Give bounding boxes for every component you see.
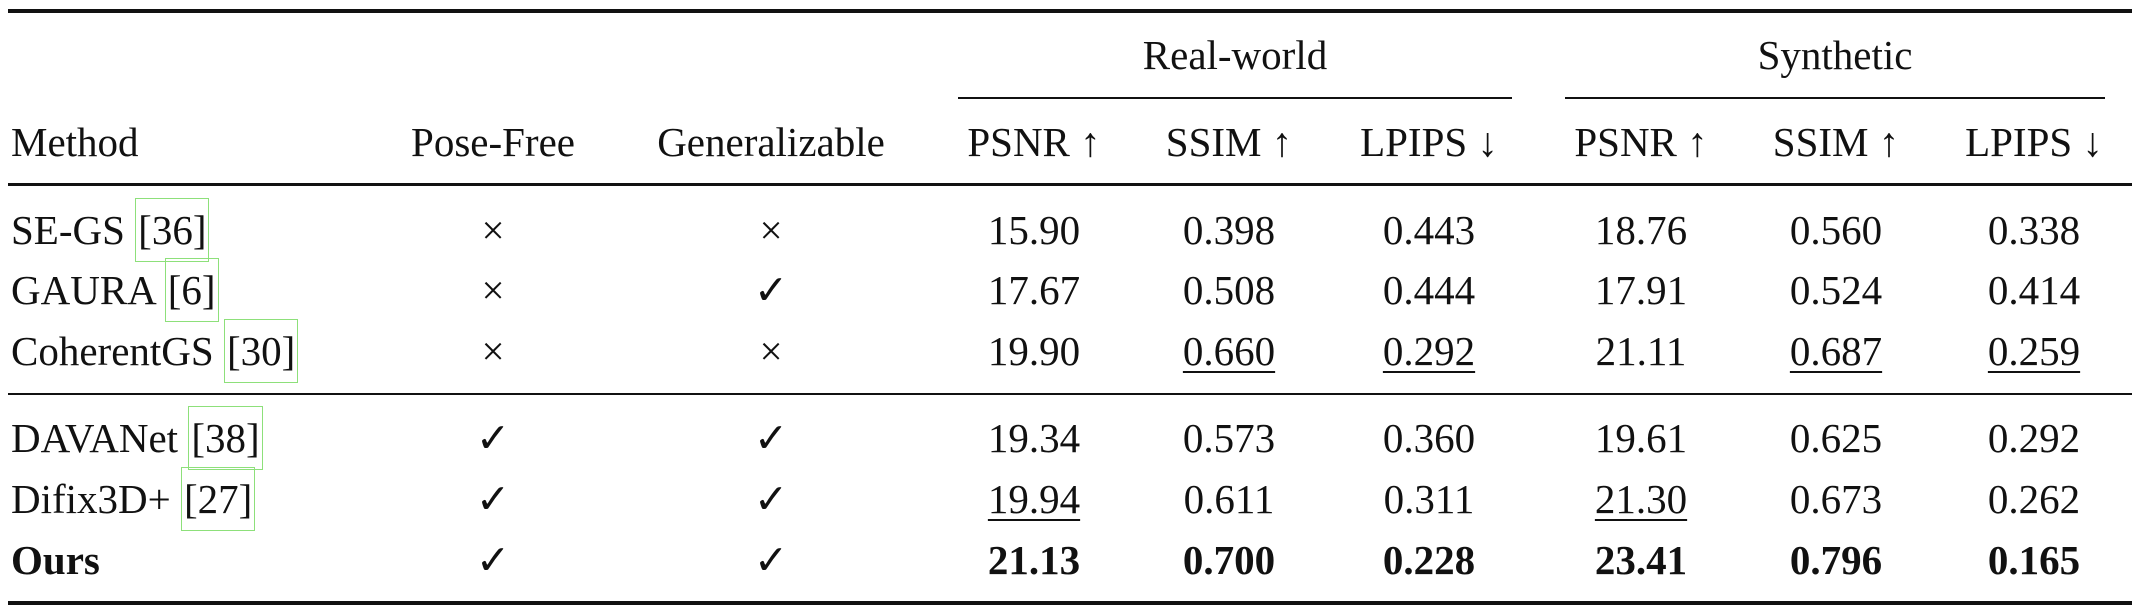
table-cell: 15.90	[987, 207, 1081, 253]
table-cell: ✓	[753, 267, 789, 313]
table-cell: ×	[759, 328, 783, 374]
method-name: Ours	[11, 537, 100, 583]
table-cell: 0.398	[1182, 207, 1276, 253]
table-cell: 0.573	[1182, 415, 1276, 461]
column-header: SSIM ↑	[1772, 119, 1900, 165]
table-cell: ✓	[475, 415, 511, 461]
column-header: Generalizable	[657, 119, 885, 165]
column-header: Pose-Free	[411, 119, 575, 165]
table-cell: 19.94	[987, 476, 1081, 522]
table-cell: 0.796	[1789, 537, 1883, 583]
table-cell: 0.560	[1789, 207, 1883, 253]
column-header: Method	[11, 119, 139, 165]
table-cell: ✓	[753, 415, 789, 461]
citation: [36]	[135, 198, 210, 262]
group-header: Real-world	[1142, 32, 1328, 78]
citation: [6]	[164, 258, 219, 322]
table-cell: 0.508	[1182, 267, 1276, 313]
table-cell: 0.262	[1987, 476, 2081, 522]
table-cell: 17.91	[1594, 267, 1688, 313]
table-cell: 17.67	[987, 267, 1081, 313]
table-cell: 0.660	[1182, 328, 1276, 374]
method-cell: DAVANet [38]	[11, 406, 263, 470]
method-cell: Ours	[11, 536, 100, 584]
table-cell: 0.292	[1382, 328, 1476, 374]
table-cell: 0.360	[1382, 415, 1476, 461]
column-header: LPIPS ↓	[1360, 119, 1498, 165]
table-cell: 0.444	[1382, 267, 1476, 313]
table-cell: ×	[759, 207, 783, 253]
table-cell: 0.259	[1987, 328, 2081, 374]
group-rule	[1565, 97, 2105, 99]
table-cell: ✓	[475, 476, 511, 522]
method-name: SE-GS	[11, 207, 125, 253]
table-cell: 18.76	[1594, 207, 1688, 253]
table-cell: 0.611	[1183, 476, 1275, 522]
method-name: GAURA	[11, 267, 155, 313]
table-cell: 0.673	[1789, 476, 1883, 522]
table-cell: 21.13	[987, 537, 1081, 583]
column-header: SSIM ↑	[1165, 119, 1293, 165]
citation: [38]	[188, 406, 263, 470]
method-cell: SE-GS [36]	[11, 198, 210, 262]
table-cell: 23.41	[1594, 537, 1688, 583]
method-cell: GAURA [6]	[11, 258, 219, 322]
table-cell: 0.443	[1382, 207, 1476, 253]
table-cell: ✓	[753, 537, 789, 583]
table-cell: 0.292	[1987, 415, 2081, 461]
top-rule	[8, 9, 2132, 13]
column-header: PSNR ↑	[1574, 119, 1708, 165]
table-cell: ×	[481, 328, 505, 374]
table-cell: 0.625	[1789, 415, 1883, 461]
table-cell: 0.228	[1382, 537, 1476, 583]
citation: [30]	[223, 319, 299, 383]
citation: [27]	[181, 467, 256, 531]
table-cell: ✓	[475, 537, 511, 583]
method-cell: Difix3D+ [27]	[11, 467, 256, 531]
table-cell: 19.61	[1594, 415, 1688, 461]
table-cell: 21.30	[1594, 476, 1688, 522]
method-cell: CoherentGS [30]	[11, 319, 299, 383]
table-cell: 0.311	[1383, 476, 1475, 522]
table-cell: ×	[481, 207, 505, 253]
header-rule	[8, 183, 2132, 186]
table-cell: 19.34	[987, 415, 1081, 461]
column-header: LPIPS ↓	[1965, 119, 2103, 165]
method-name: Difix3D+	[11, 476, 171, 522]
table-cell: 0.414	[1987, 267, 2081, 313]
bottom-rule	[8, 601, 2132, 605]
column-header: PSNR ↑	[967, 119, 1101, 165]
table-cell: 0.687	[1789, 328, 1883, 374]
table-cell: 21.11	[1595, 328, 1687, 374]
table-cell: 0.700	[1182, 537, 1276, 583]
table-cell: 19.90	[987, 328, 1081, 374]
table-cell: ✓	[753, 476, 789, 522]
method-name: DAVANet	[11, 415, 179, 461]
table-cell: 0.165	[1987, 537, 2081, 583]
table-cell: 0.338	[1987, 207, 2081, 253]
table-cell: 0.524	[1789, 267, 1883, 313]
method-name: CoherentGS	[11, 328, 214, 374]
mid-rule	[8, 393, 2132, 395]
group-header: Synthetic	[1757, 32, 1913, 78]
table-cell: ×	[481, 267, 505, 313]
group-rule	[958, 97, 1512, 99]
